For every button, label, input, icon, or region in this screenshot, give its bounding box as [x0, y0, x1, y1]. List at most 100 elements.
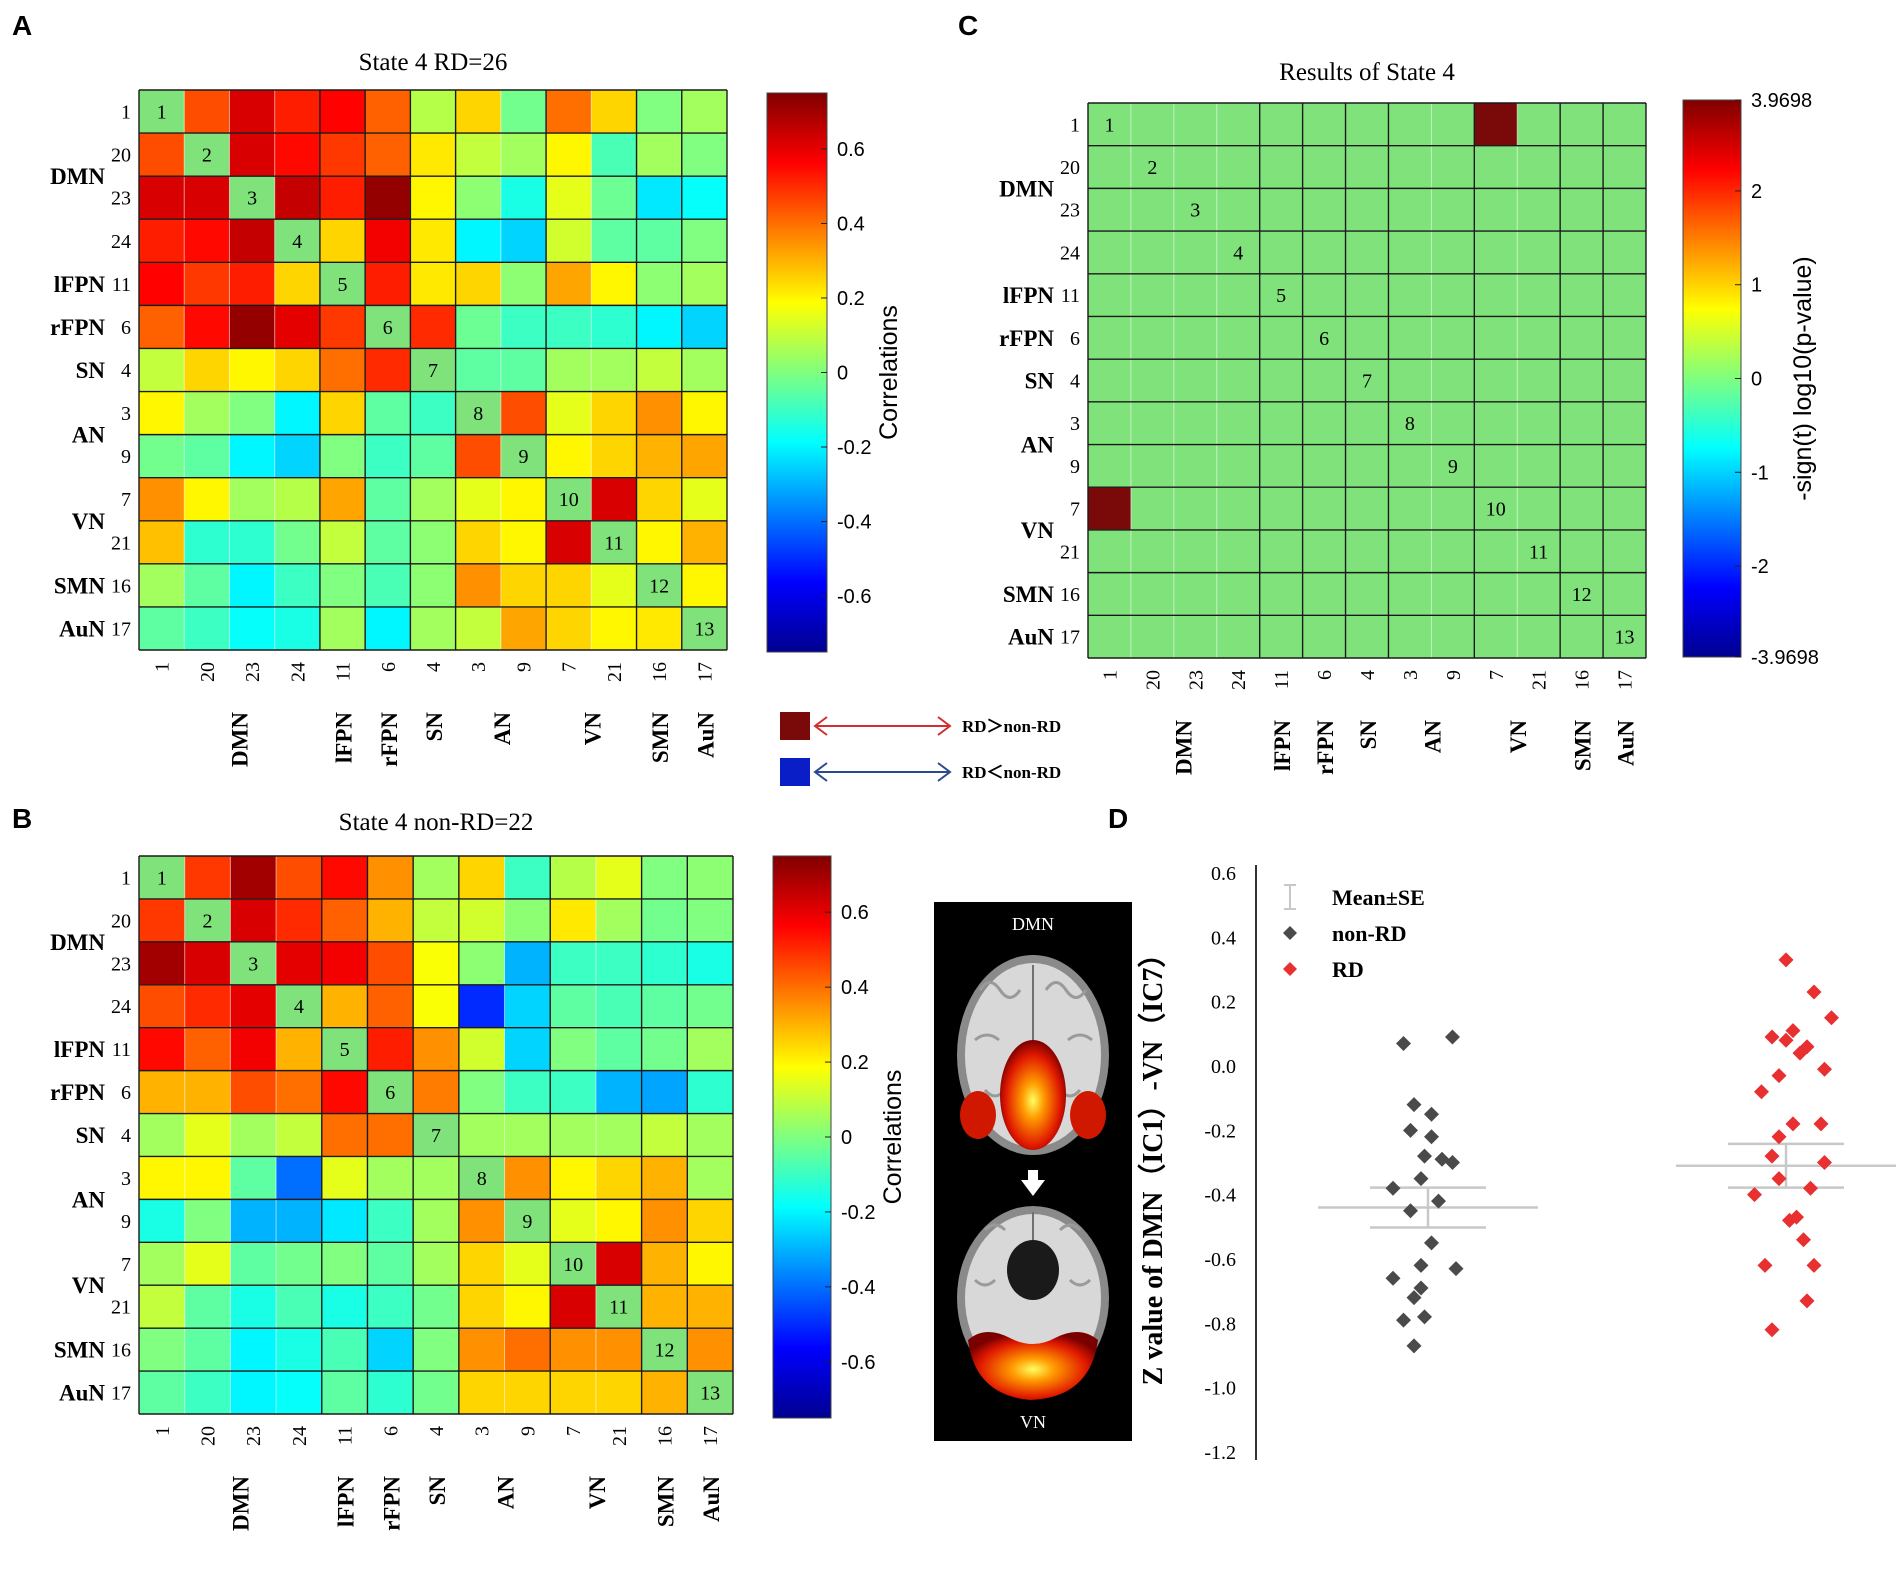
- heatmap-cell: [1302, 231, 1347, 275]
- rd-point: [1757, 1257, 1773, 1273]
- heatmap-cell: [1603, 615, 1647, 659]
- heatmap-cell: [319, 391, 366, 436]
- heatmap-cell: [458, 1371, 506, 1415]
- column-ic-label: 7: [1486, 670, 1508, 680]
- heatmap-cell: [1517, 145, 1561, 189]
- colorbar-tick-label: 0.4: [837, 213, 865, 235]
- heatmap-cell: [591, 434, 638, 479]
- heatmap-cell: [1345, 188, 1389, 232]
- non-rd-point: [1445, 1155, 1460, 1170]
- heatmap-cell: [458, 1156, 506, 1200]
- column-network-label: DMN: [1171, 720, 1196, 775]
- heatmap-cell: [276, 1285, 323, 1329]
- heatmap-cell: [184, 305, 230, 349]
- diagonal-index: 12: [654, 1340, 674, 1362]
- heatmap-cell: [184, 1113, 231, 1157]
- row-network-label: lFPN: [1003, 283, 1054, 308]
- brain-slice-vn: [957, 1206, 1109, 1400]
- heatmap-cell: [229, 477, 276, 522]
- heatmap-cell: [1431, 188, 1475, 232]
- heatmap-cell: [410, 520, 457, 565]
- row-ic-label: 20: [111, 910, 131, 932]
- heatmap-cell: [1216, 615, 1261, 659]
- column-network-label: AN: [1420, 720, 1445, 754]
- heatmap-cell: [1603, 231, 1647, 275]
- heatmap-cell: [546, 391, 592, 436]
- heatmap-cell: [1517, 572, 1561, 616]
- heatmap-cell: [1603, 145, 1647, 189]
- heatmap-cell: [139, 262, 185, 306]
- heatmap-cell: [365, 305, 411, 349]
- heatmap-cell: [641, 941, 688, 986]
- heatmap-cell: [274, 391, 321, 436]
- heatmap-cell: [500, 606, 547, 651]
- heatmap-cell: [458, 984, 506, 1029]
- row-ic-label: 21: [111, 532, 131, 554]
- heatmap-cell: [1474, 444, 1518, 488]
- heatmap-cell: [681, 262, 728, 306]
- heatmap-cell: [550, 1285, 597, 1329]
- heatmap-cell: [455, 563, 502, 608]
- heatmap-cell: [591, 133, 638, 177]
- heatmap-cell: [458, 1027, 506, 1072]
- rd-point: [1824, 1010, 1839, 1026]
- diagonal-index: 3: [1190, 200, 1200, 222]
- heatmap-cell: [230, 1285, 277, 1329]
- heatmap-cell: [139, 1242, 186, 1286]
- heatmap-cell: [1474, 145, 1518, 189]
- heatmap-cell: [1088, 273, 1132, 317]
- column-ic-label: 23: [243, 1426, 265, 1446]
- heatmap-cell: [1088, 359, 1132, 403]
- heatmap-cell: [1302, 615, 1347, 659]
- heatmap-cell: [1603, 316, 1647, 360]
- heatmap-cell: [274, 262, 321, 306]
- row-ic-label: 3: [1070, 413, 1080, 435]
- dmn-right-parietal-blob: [1070, 1091, 1106, 1139]
- heatmap-cell: [595, 1199, 643, 1243]
- vn-activation-blob: [968, 1331, 1098, 1400]
- heatmap-cell: [139, 941, 186, 986]
- row-network-label: rFPN: [50, 315, 105, 340]
- heatmap-cell: [500, 520, 547, 565]
- heatmap-cell: [1517, 487, 1561, 531]
- y-tick-label: -0.4: [1204, 1185, 1236, 1207]
- heatmap-cell: [500, 133, 547, 177]
- heatmap-cell: [1259, 615, 1304, 659]
- heatmap-cell: [1302, 487, 1347, 531]
- heatmap-cell: [1431, 103, 1475, 147]
- heatmap-cell: [687, 1285, 734, 1329]
- heatmap-cell: [184, 1285, 231, 1329]
- heatmap-cell: [591, 219, 638, 263]
- row-ic-label: 6: [1070, 328, 1080, 350]
- heatmap-cell: [636, 520, 683, 565]
- heatmap-cell: [1216, 103, 1261, 147]
- heatmap-cell: [184, 1070, 231, 1115]
- heatmap-cell: [1431, 572, 1475, 616]
- y-tick-label: -1.0: [1204, 1378, 1236, 1400]
- heatmap-cell: [687, 941, 734, 986]
- row-network-label: DMN: [50, 164, 105, 189]
- legend-mean-se-label: Mean±SE: [1332, 885, 1425, 910]
- heatmap-cell: [413, 1285, 460, 1329]
- heatmap-cell: [504, 1199, 551, 1243]
- heatmap-cell: [1517, 103, 1561, 147]
- colorbar-tick-label: -0.6: [837, 586, 871, 608]
- heatmap-cell: [230, 1242, 277, 1286]
- heatmap-cell: [1517, 444, 1561, 488]
- heatmap-cell: [1216, 529, 1261, 574]
- heatmap-cell: [321, 1199, 368, 1243]
- non-rd-point: [1413, 1280, 1429, 1296]
- heatmap-cell: [1259, 231, 1304, 275]
- row-ic-label: 9: [121, 1211, 131, 1233]
- brain-inset-dmn-label: DMN: [1012, 914, 1054, 934]
- heatmap-cell: [455, 133, 502, 177]
- heatmap-cell: [546, 520, 592, 565]
- diagonal-index: 5: [340, 1039, 350, 1061]
- heatmap-cell: [455, 348, 502, 393]
- heatmap-cell: [546, 563, 592, 608]
- column-ic-label: 24: [287, 662, 309, 682]
- row-network-label: rFPN: [999, 326, 1054, 351]
- heatmap-cell: [1474, 487, 1518, 531]
- heatmap-cell: [504, 1113, 551, 1157]
